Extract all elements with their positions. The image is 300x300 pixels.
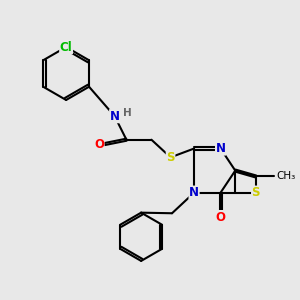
Text: N: N xyxy=(110,110,120,123)
Text: S: S xyxy=(252,186,260,199)
Text: S: S xyxy=(166,151,175,164)
Text: O: O xyxy=(94,138,104,151)
Text: N: N xyxy=(216,142,226,155)
Text: N: N xyxy=(189,186,199,199)
Text: H: H xyxy=(123,108,131,118)
Text: CH₃: CH₃ xyxy=(276,172,295,182)
Text: O: O xyxy=(216,211,226,224)
Text: Cl: Cl xyxy=(60,40,73,53)
